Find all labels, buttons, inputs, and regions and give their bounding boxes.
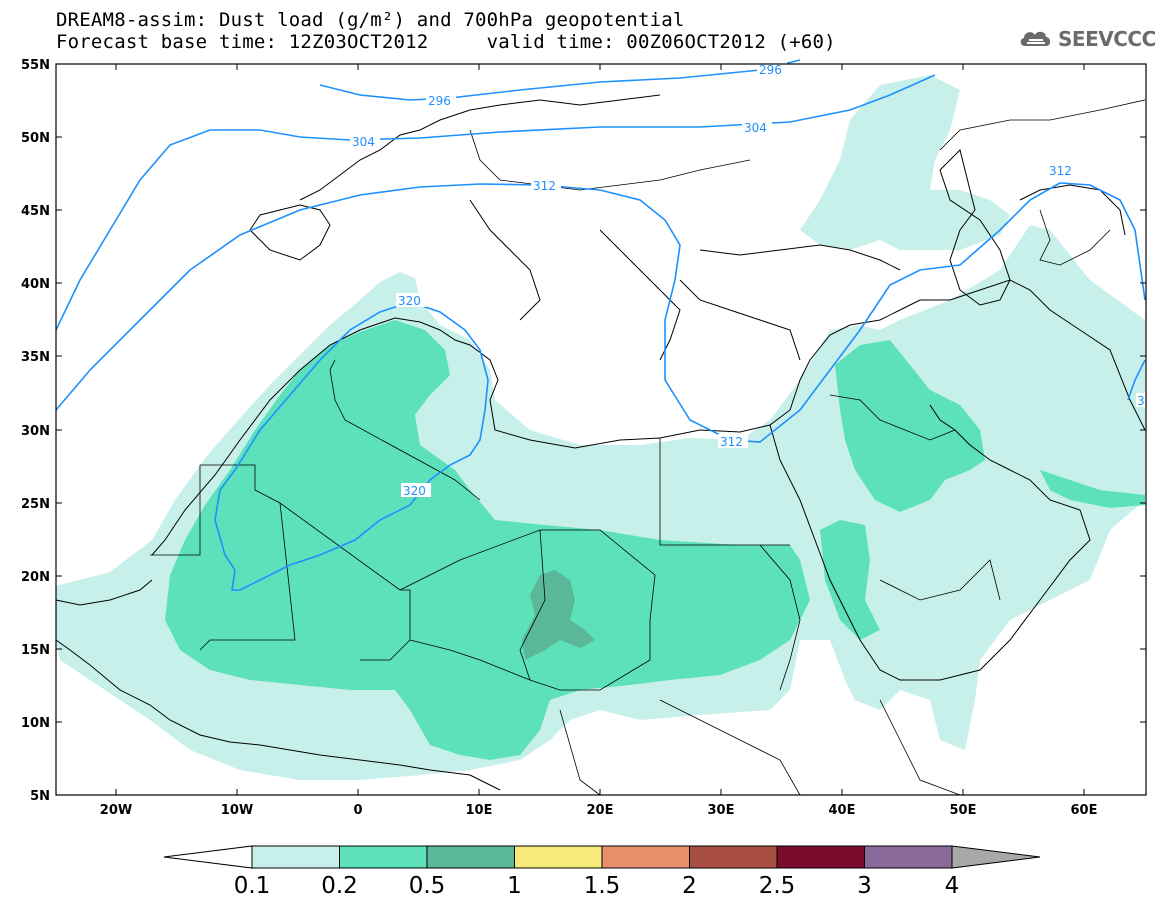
dust-layer-heavy bbox=[522, 570, 595, 660]
logo-text: SEEVCCC bbox=[1058, 27, 1156, 51]
colorbar-tick-label: 1.5 bbox=[584, 873, 621, 899]
colorbar-tick-label: 3 bbox=[857, 873, 872, 899]
map-title: DREAM8-assim: Dust load (g/m²) and 700hP… bbox=[56, 9, 685, 31]
colorbar-segment bbox=[426, 845, 515, 869]
contour-label: 296 bbox=[428, 94, 451, 108]
lat-label: 50N bbox=[21, 131, 50, 146]
contour-label: 312 bbox=[720, 435, 743, 449]
lon-label: 10W bbox=[221, 803, 253, 818]
colorbar-tick-label: 0.1 bbox=[234, 873, 271, 899]
lat-label: 10N bbox=[21, 716, 50, 731]
colorbar-segment bbox=[601, 845, 690, 869]
colorbar-under-arrow bbox=[163, 845, 253, 869]
lon-label: 10E bbox=[466, 803, 493, 818]
contour-label: 296 bbox=[759, 63, 782, 77]
lon-label: 40E bbox=[829, 803, 856, 818]
lat-label: 5N bbox=[30, 789, 50, 804]
coastlines bbox=[55, 94, 1146, 791]
lat-label: 25N bbox=[21, 497, 50, 512]
contour-label: 304 bbox=[744, 121, 767, 135]
cloud-logo-icon bbox=[1020, 31, 1051, 46]
colorbar-tick-label: 2.5 bbox=[759, 873, 796, 899]
lon-label: 50E bbox=[950, 803, 977, 818]
colorbar-segment bbox=[689, 845, 778, 869]
colorbar-segment bbox=[514, 845, 603, 869]
colorbar-tick-label: 1 bbox=[507, 873, 522, 899]
lon-label: 60E bbox=[1071, 803, 1098, 818]
contour-label: 304 bbox=[352, 135, 375, 149]
colorbar-tick-label: 2 bbox=[682, 873, 697, 899]
colorbar-segment bbox=[339, 845, 428, 869]
contour-label: 320 bbox=[398, 294, 421, 308]
lon-label: 20E bbox=[587, 803, 614, 818]
lat-label: 45N bbox=[21, 204, 50, 219]
contour-label-group: 296 296 304 304 312 312 312 320 320 3 bbox=[350, 62, 1146, 498]
lat-axis bbox=[56, 63, 1146, 723]
seevccc-logo: SEEVCCC bbox=[1018, 26, 1156, 52]
colorbar-segment bbox=[251, 845, 340, 869]
contour-label: 3 bbox=[1137, 394, 1145, 408]
lat-label: 35N bbox=[21, 350, 50, 365]
colorbar-tick-label: 0.5 bbox=[409, 873, 446, 899]
lon-label: 30E bbox=[708, 803, 735, 818]
lon-label: 20W bbox=[100, 803, 132, 818]
lon-axis bbox=[115, 64, 1085, 795]
colorbar-over-arrow bbox=[951, 845, 1041, 869]
lat-label: 55N bbox=[21, 58, 50, 73]
colorbar: 0.1 0.2 0.5 1 1.5 2 2.5 3 4 bbox=[163, 845, 1041, 899]
colorbar-tick-label: 0.2 bbox=[321, 873, 358, 899]
lat-label: 15N bbox=[21, 643, 50, 658]
contour-label: 312 bbox=[533, 179, 556, 193]
contour-label: 312 bbox=[1049, 164, 1072, 178]
contour-label: 320 bbox=[403, 484, 426, 498]
political-borders bbox=[150, 99, 1146, 796]
lat-label: 20N bbox=[21, 570, 50, 585]
colorbar-segment bbox=[776, 845, 865, 869]
colorbar-segment bbox=[864, 845, 953, 869]
dust-layer-medium bbox=[165, 320, 1145, 760]
map-subtitle: Forecast base time: 12Z03OCT2012 valid t… bbox=[56, 31, 836, 53]
lat-labels: 55N 50N 45N 40N 35N 30N 25N 20N 15N 10N … bbox=[21, 58, 50, 804]
lon-label: 0 bbox=[353, 803, 362, 818]
lat-label: 40N bbox=[21, 277, 50, 292]
lat-label: 30N bbox=[21, 424, 50, 439]
lon-labels: 20W 10W 0 10E 20E 30E 40E 50E 60E bbox=[100, 803, 1098, 818]
colorbar-tick-label: 4 bbox=[945, 873, 960, 899]
